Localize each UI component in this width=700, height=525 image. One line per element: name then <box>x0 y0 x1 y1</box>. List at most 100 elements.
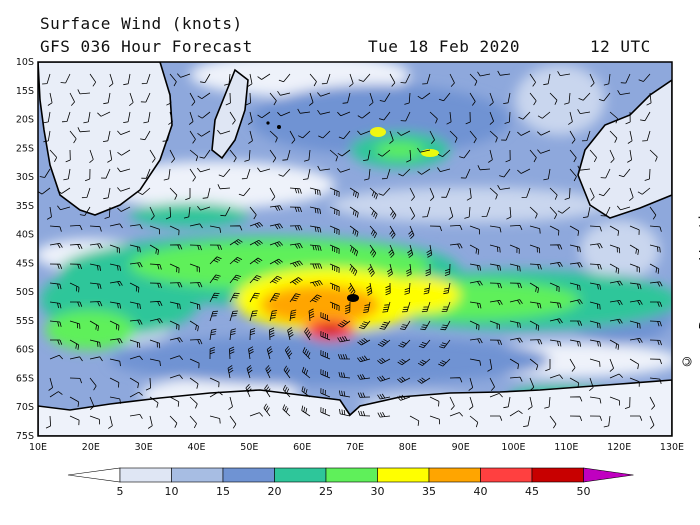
wind-barb <box>469 280 483 286</box>
wind-barb <box>378 111 391 121</box>
wind-barb <box>629 225 640 235</box>
wind-barb <box>176 73 191 78</box>
wind-barb <box>557 71 571 76</box>
wind-barb <box>503 396 511 409</box>
wind-barb <box>509 244 520 254</box>
wind-barb <box>89 415 100 425</box>
wind-barb <box>344 301 351 315</box>
wind-barb <box>527 396 533 410</box>
wind-barb <box>329 149 338 162</box>
wind-barb <box>287 327 294 341</box>
wind-barb <box>109 320 120 331</box>
wind-barb <box>446 111 452 125</box>
wind-barb <box>209 292 220 303</box>
lat-label: 40S <box>16 230 34 241</box>
wind-barb <box>49 282 62 290</box>
wind-barb <box>549 92 558 105</box>
wind-barb <box>349 187 359 199</box>
wind-barb <box>357 374 371 380</box>
reunion-island <box>266 121 270 125</box>
wind-barb <box>358 320 371 330</box>
wind-barb <box>289 187 302 194</box>
wind-barb <box>609 244 621 254</box>
wind-barb <box>269 293 281 303</box>
wind-barb <box>284 346 293 360</box>
wind-barb <box>400 111 411 122</box>
wind-barb <box>196 167 211 173</box>
wind-barb <box>100 168 111 179</box>
wind-barb <box>49 263 63 270</box>
wind-barb <box>609 280 623 286</box>
wind-barb <box>129 319 143 325</box>
wind-barb <box>309 244 322 251</box>
wind-barb <box>247 73 253 87</box>
wind-barb <box>646 92 652 106</box>
lon-label: 90E <box>452 442 470 453</box>
wind-barb <box>108 415 113 429</box>
wind-barb <box>301 386 311 398</box>
wind-barb <box>337 354 351 360</box>
wind-barb <box>369 206 378 219</box>
wind-barb <box>209 310 219 322</box>
wind-barb <box>109 223 123 229</box>
wind-barb <box>249 275 262 284</box>
wind-barb <box>618 168 631 178</box>
wind-barb <box>302 168 311 180</box>
wind-barb <box>629 337 643 344</box>
wind-barb <box>227 365 234 379</box>
wind-barb <box>229 328 237 341</box>
wind-barb <box>209 256 222 265</box>
wind-barb <box>609 396 620 406</box>
wind-barb <box>43 130 51 143</box>
wind-barb <box>129 391 143 398</box>
lon-label: 130E <box>660 442 684 453</box>
wind-barb <box>423 282 431 295</box>
wind-barb <box>367 263 375 277</box>
wind-barb <box>649 149 658 162</box>
wind-barb <box>301 366 311 379</box>
wind-barb <box>549 415 557 429</box>
wind-barb <box>489 225 502 233</box>
wind-barb <box>469 244 480 255</box>
wind-barb <box>197 205 211 211</box>
wind-barb <box>469 263 482 271</box>
lon-label: 10E <box>29 442 47 453</box>
wind-barb <box>129 339 141 349</box>
wind-barb <box>363 149 371 161</box>
wind-barb <box>509 299 523 305</box>
madagascar <box>211 68 249 160</box>
wind-barb <box>269 327 275 341</box>
wind-barb <box>199 149 211 159</box>
wind-barb <box>329 225 340 235</box>
wind-barb <box>549 225 560 236</box>
wind-barb <box>49 354 63 360</box>
colorbar-label: 35 <box>422 485 436 498</box>
wind-barb <box>489 282 502 289</box>
wind-barb <box>569 415 583 422</box>
wind-barb <box>529 225 541 234</box>
wind-barb <box>358 410 371 417</box>
wind-barb <box>169 320 180 331</box>
wind-barb <box>109 280 123 287</box>
lon-label: 110E <box>554 442 578 453</box>
wind-barb <box>449 412 464 417</box>
wind-barb <box>629 358 639 370</box>
wind-barb <box>249 257 263 265</box>
wind-barb <box>249 292 260 303</box>
wind-barb <box>377 412 391 418</box>
wind-barb <box>46 206 52 220</box>
wind-barb <box>89 225 102 232</box>
wind-barb <box>228 396 233 410</box>
wind-barb <box>197 111 211 119</box>
wind-barb <box>397 358 411 366</box>
forecast-time: 12 UTC <box>590 37 651 56</box>
wind-barb <box>388 244 395 258</box>
wind-barb <box>338 390 351 398</box>
wind-barb <box>509 225 523 231</box>
wind-barb <box>497 70 511 76</box>
wind-barb <box>169 355 184 360</box>
wind-barb <box>426 244 433 258</box>
wind-barb <box>69 263 83 270</box>
wind-barb <box>469 320 480 331</box>
wind-barb <box>638 73 651 82</box>
